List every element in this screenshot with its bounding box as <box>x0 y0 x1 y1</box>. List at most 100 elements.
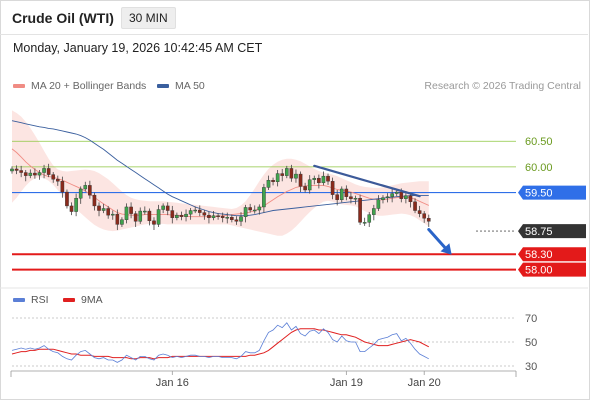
bollinger-band <box>12 110 429 236</box>
level-label-58-75: 58.75 <box>525 226 553 238</box>
candle <box>307 175 312 194</box>
ma20-swatch <box>13 84 25 88</box>
x-tick-label: Jan 16 <box>156 377 189 389</box>
candle-body <box>239 216 243 222</box>
candle-body <box>156 209 161 225</box>
forecast-arrow-head <box>440 243 452 255</box>
candle <box>289 164 294 182</box>
candle-body <box>220 215 225 218</box>
candle <box>317 174 321 189</box>
candle-body <box>74 198 78 212</box>
candle <box>211 211 216 221</box>
candle <box>65 189 69 209</box>
candle-body <box>92 194 97 207</box>
candle <box>381 195 385 204</box>
candle-body <box>193 209 198 212</box>
candle <box>106 205 110 219</box>
candle-body <box>28 172 33 176</box>
candle <box>156 204 161 227</box>
candle-body <box>266 180 271 188</box>
candle <box>110 210 115 220</box>
candle <box>101 203 106 214</box>
candle <box>321 171 326 186</box>
rsi-tick-70: 70 <box>525 313 537 325</box>
candle <box>376 195 381 212</box>
candle-body <box>147 210 152 222</box>
candle-body <box>372 208 376 215</box>
candle-body <box>426 218 431 222</box>
credit-text: Research © 2026 Trading Central <box>424 80 581 92</box>
candle-body <box>280 173 285 176</box>
candle <box>234 216 239 225</box>
legend-rsi: RSI <box>13 294 49 306</box>
candle-body <box>404 195 408 199</box>
candle-body <box>344 188 349 197</box>
candle-body <box>170 210 175 218</box>
candle <box>275 169 280 187</box>
legend-ma20: MA 20 + Bollinger Bands <box>13 80 146 92</box>
candle <box>37 169 42 180</box>
candle <box>74 193 78 217</box>
candle-body <box>23 172 28 176</box>
candle-body <box>60 181 65 193</box>
candle <box>408 193 413 208</box>
candle-body <box>317 177 321 184</box>
candle <box>230 214 234 223</box>
candle <box>266 175 271 190</box>
instrument-title: Crude Oil (WTI) <box>12 10 114 26</box>
candle <box>358 194 362 225</box>
rsi-swatch <box>13 298 25 302</box>
candle-body <box>230 217 234 220</box>
level-tag-58-30 <box>518 247 586 262</box>
candle <box>248 203 252 213</box>
candle <box>152 217 156 231</box>
candle <box>78 186 83 204</box>
level-tag-59-50 <box>518 185 586 200</box>
candle <box>51 172 56 183</box>
candle-body <box>275 173 280 182</box>
candle <box>207 211 211 224</box>
candle-body <box>88 185 92 196</box>
candle-body <box>110 213 115 216</box>
candle <box>422 211 427 223</box>
candle <box>285 165 289 179</box>
candle-body <box>394 191 399 194</box>
candle-body <box>234 219 239 222</box>
candle-body <box>19 170 23 173</box>
timestamp: Monday, January 19, 2026 10:42:45 AM CET <box>13 41 263 55</box>
candle <box>23 169 28 182</box>
candle-body <box>46 168 51 175</box>
candle <box>344 185 349 201</box>
rsi-line <box>11 322 429 363</box>
candle <box>69 202 74 216</box>
timeframe-badge[interactable]: 30 MIN <box>121 7 176 29</box>
candle-body <box>321 175 326 184</box>
candle-body <box>42 168 46 173</box>
candle-body <box>188 210 193 215</box>
candlestick-series <box>10 163 431 231</box>
candle-body <box>184 213 188 217</box>
candle <box>262 183 266 213</box>
candle <box>225 212 230 224</box>
candle-body <box>298 173 303 187</box>
candle-body <box>106 208 110 216</box>
legend-9ma: 9MA <box>63 294 103 306</box>
candle <box>14 165 19 175</box>
level-label-58-30: 58.30 <box>525 249 553 261</box>
candle <box>165 202 170 216</box>
candle-body <box>211 215 216 218</box>
candle <box>239 212 243 226</box>
candle-body <box>339 188 344 200</box>
chart-header: Crude Oil (WTI) 30 MIN <box>0 0 588 35</box>
candle-body <box>56 179 60 182</box>
candle <box>170 205 175 224</box>
ma9-label: 9MA <box>81 294 103 306</box>
candle-body <box>120 219 124 225</box>
candle <box>19 165 23 178</box>
candle-body <box>335 194 339 200</box>
candle-body <box>257 206 262 211</box>
candle <box>367 212 372 227</box>
candle <box>216 213 220 220</box>
candle-body <box>179 214 184 217</box>
candle-body <box>225 217 230 219</box>
